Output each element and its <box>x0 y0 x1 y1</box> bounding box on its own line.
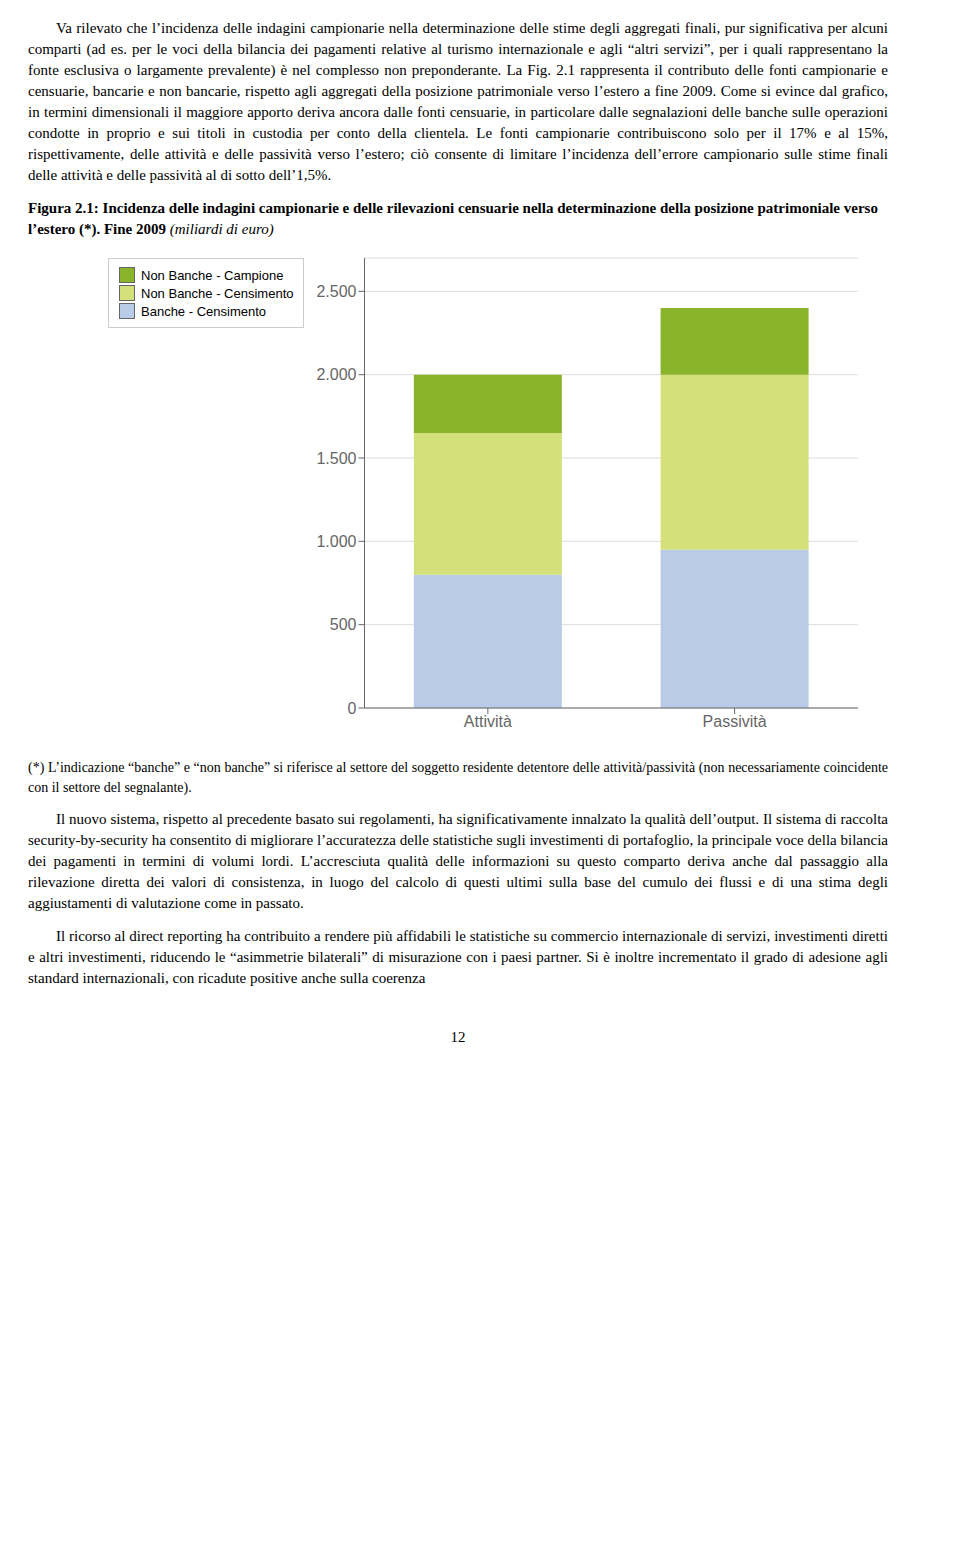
svg-text:2.000: 2.000 <box>316 366 356 383</box>
svg-text:1.000: 1.000 <box>316 533 356 550</box>
svg-text:1.500: 1.500 <box>316 450 356 467</box>
html-text:Il nuovo sistema, rispetto al: Il nuovo sistema, rispetto al precedente… <box>28 811 888 912</box>
html-text:Va rilevato che l’incidenza de: Va rilevato che l’incidenza delle indagi… <box>28 20 888 183</box>
html-text:Non Banche - Campione: Non Banche - Campione <box>141 267 284 283</box>
svg-text:Attività: Attività <box>464 713 512 730</box>
svg-text:2.500: 2.500 <box>316 283 356 300</box>
html-text:Figura 2.1: Incidenza delle in: Figura 2.1: Incidenza delle indagini cam… <box>28 200 878 237</box>
html-text:Il ricorso al direct reporting: Il ricorso al direct reporting ha contri… <box>28 928 888 987</box>
html-text:Banche - Censimento: Banche - Censimento <box>141 303 266 319</box>
svg-text:Passività: Passività <box>703 713 767 730</box>
html-text:Non Banche - Censimento: Non Banche - Censimento <box>141 285 294 301</box>
html-text:(*) L’indicazione “banche” e “: (*) L’indicazione “banche” e “non banche… <box>28 760 888 795</box>
svg-text:0: 0 <box>348 700 357 717</box>
html-text:12: 12 <box>450 1029 466 1046</box>
svg-text:500: 500 <box>330 616 357 633</box>
